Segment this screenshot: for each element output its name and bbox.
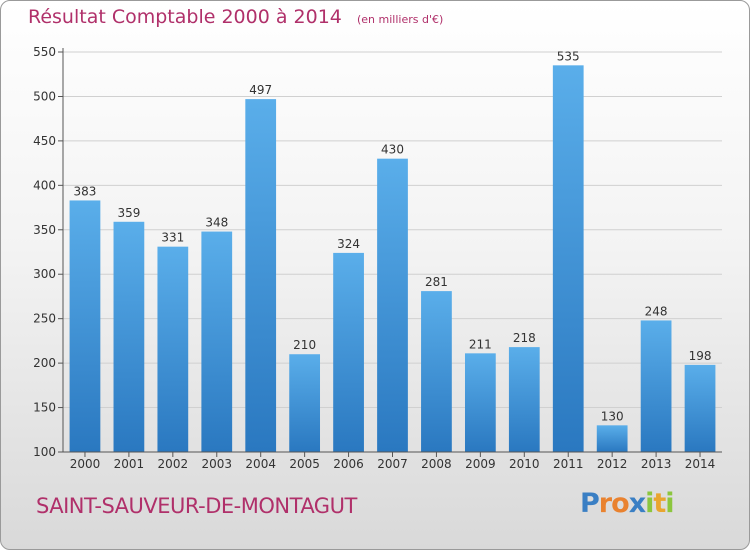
bar-value-label: 324: [337, 237, 360, 251]
bar-value-label: 331: [161, 231, 184, 245]
bar-value-label: 430: [381, 143, 404, 157]
bar: [201, 231, 233, 452]
x-tick-label: 2014: [685, 457, 716, 471]
bar-value-label: 198: [689, 349, 712, 363]
bar: [552, 65, 584, 452]
bar: [464, 353, 496, 452]
bar: [157, 246, 189, 452]
bar: [333, 252, 364, 452]
location-name: SAINT-SAUVEUR-DE-MONTAGUT: [36, 494, 357, 518]
bars: [69, 65, 716, 452]
x-tick-label: 2008: [421, 457, 452, 471]
bar-value-label: 383: [74, 184, 97, 198]
x-tick-label: 2005: [289, 457, 320, 471]
bar-value-label: 210: [293, 338, 316, 352]
y-tick-label: 200: [33, 356, 56, 370]
bar-value-label: 348: [205, 216, 228, 230]
y-tick-label: 400: [33, 178, 56, 192]
x-tick-label: 2002: [158, 457, 189, 471]
labels: 100 150 200 250 300 350 400 450 500 550 383 2000 359…: [33, 45, 715, 471]
title-row: Résultat Comptable 2000 à 2014 (en milli…: [28, 6, 443, 28]
y-tick-label: 500: [33, 89, 56, 103]
y-tick-label: 150: [33, 401, 56, 415]
bar: [245, 99, 277, 452]
logo-letter: i: [645, 488, 654, 519]
logo-letter: t: [653, 488, 666, 519]
bar-value-label: 497: [249, 83, 272, 97]
bar-value-label: 359: [117, 206, 140, 220]
x-tick-label: 2013: [641, 457, 672, 471]
chart-subtitle: (en milliers d'€): [356, 13, 444, 26]
bar: [113, 221, 145, 452]
logo-letter: x: [628, 488, 646, 519]
x-tick-label: 2009: [465, 457, 496, 471]
axes: [58, 48, 722, 457]
bar: [289, 354, 321, 452]
y-tick-label: 100: [33, 445, 56, 459]
bar-value-label: 130: [601, 409, 624, 423]
x-tick-label: 2004: [245, 457, 276, 471]
bar: [640, 320, 672, 452]
bar: [684, 364, 716, 452]
x-tick-label: 2006: [333, 457, 364, 471]
bar: [508, 347, 540, 452]
logo-letter: P: [580, 488, 600, 519]
x-tick-label: 2007: [377, 457, 408, 471]
x-tick-label: 2012: [597, 457, 628, 471]
x-tick-label: 2000: [70, 457, 101, 471]
x-tick-label: 2001: [114, 457, 145, 471]
proxiti-logo: Proxiti: [580, 488, 675, 519]
bar-value-label: 281: [425, 275, 448, 289]
bar-value-label: 535: [557, 49, 580, 63]
logo-letter: o: [611, 488, 630, 519]
bar-value-label: 211: [469, 337, 492, 351]
y-tick-label: 450: [33, 134, 56, 148]
y-tick-label: 550: [33, 45, 56, 59]
logo-letter: r: [598, 488, 612, 519]
bar: [69, 200, 101, 452]
bar-value-label: 218: [513, 331, 536, 345]
logo-letter: i: [665, 488, 674, 519]
bar: [421, 291, 452, 452]
bar: [596, 425, 628, 452]
chart-title: Résultat Comptable 2000 à 2014: [28, 6, 342, 28]
bar: [377, 158, 408, 452]
y-tick-label: 250: [33, 312, 56, 326]
x-tick-label: 2010: [509, 457, 540, 471]
x-tick-label: 2003: [201, 457, 232, 471]
x-tick-label: 2011: [553, 457, 584, 471]
bar-value-label: 248: [645, 304, 668, 318]
y-tick-label: 300: [33, 267, 56, 281]
y-tick-label: 350: [33, 223, 56, 237]
